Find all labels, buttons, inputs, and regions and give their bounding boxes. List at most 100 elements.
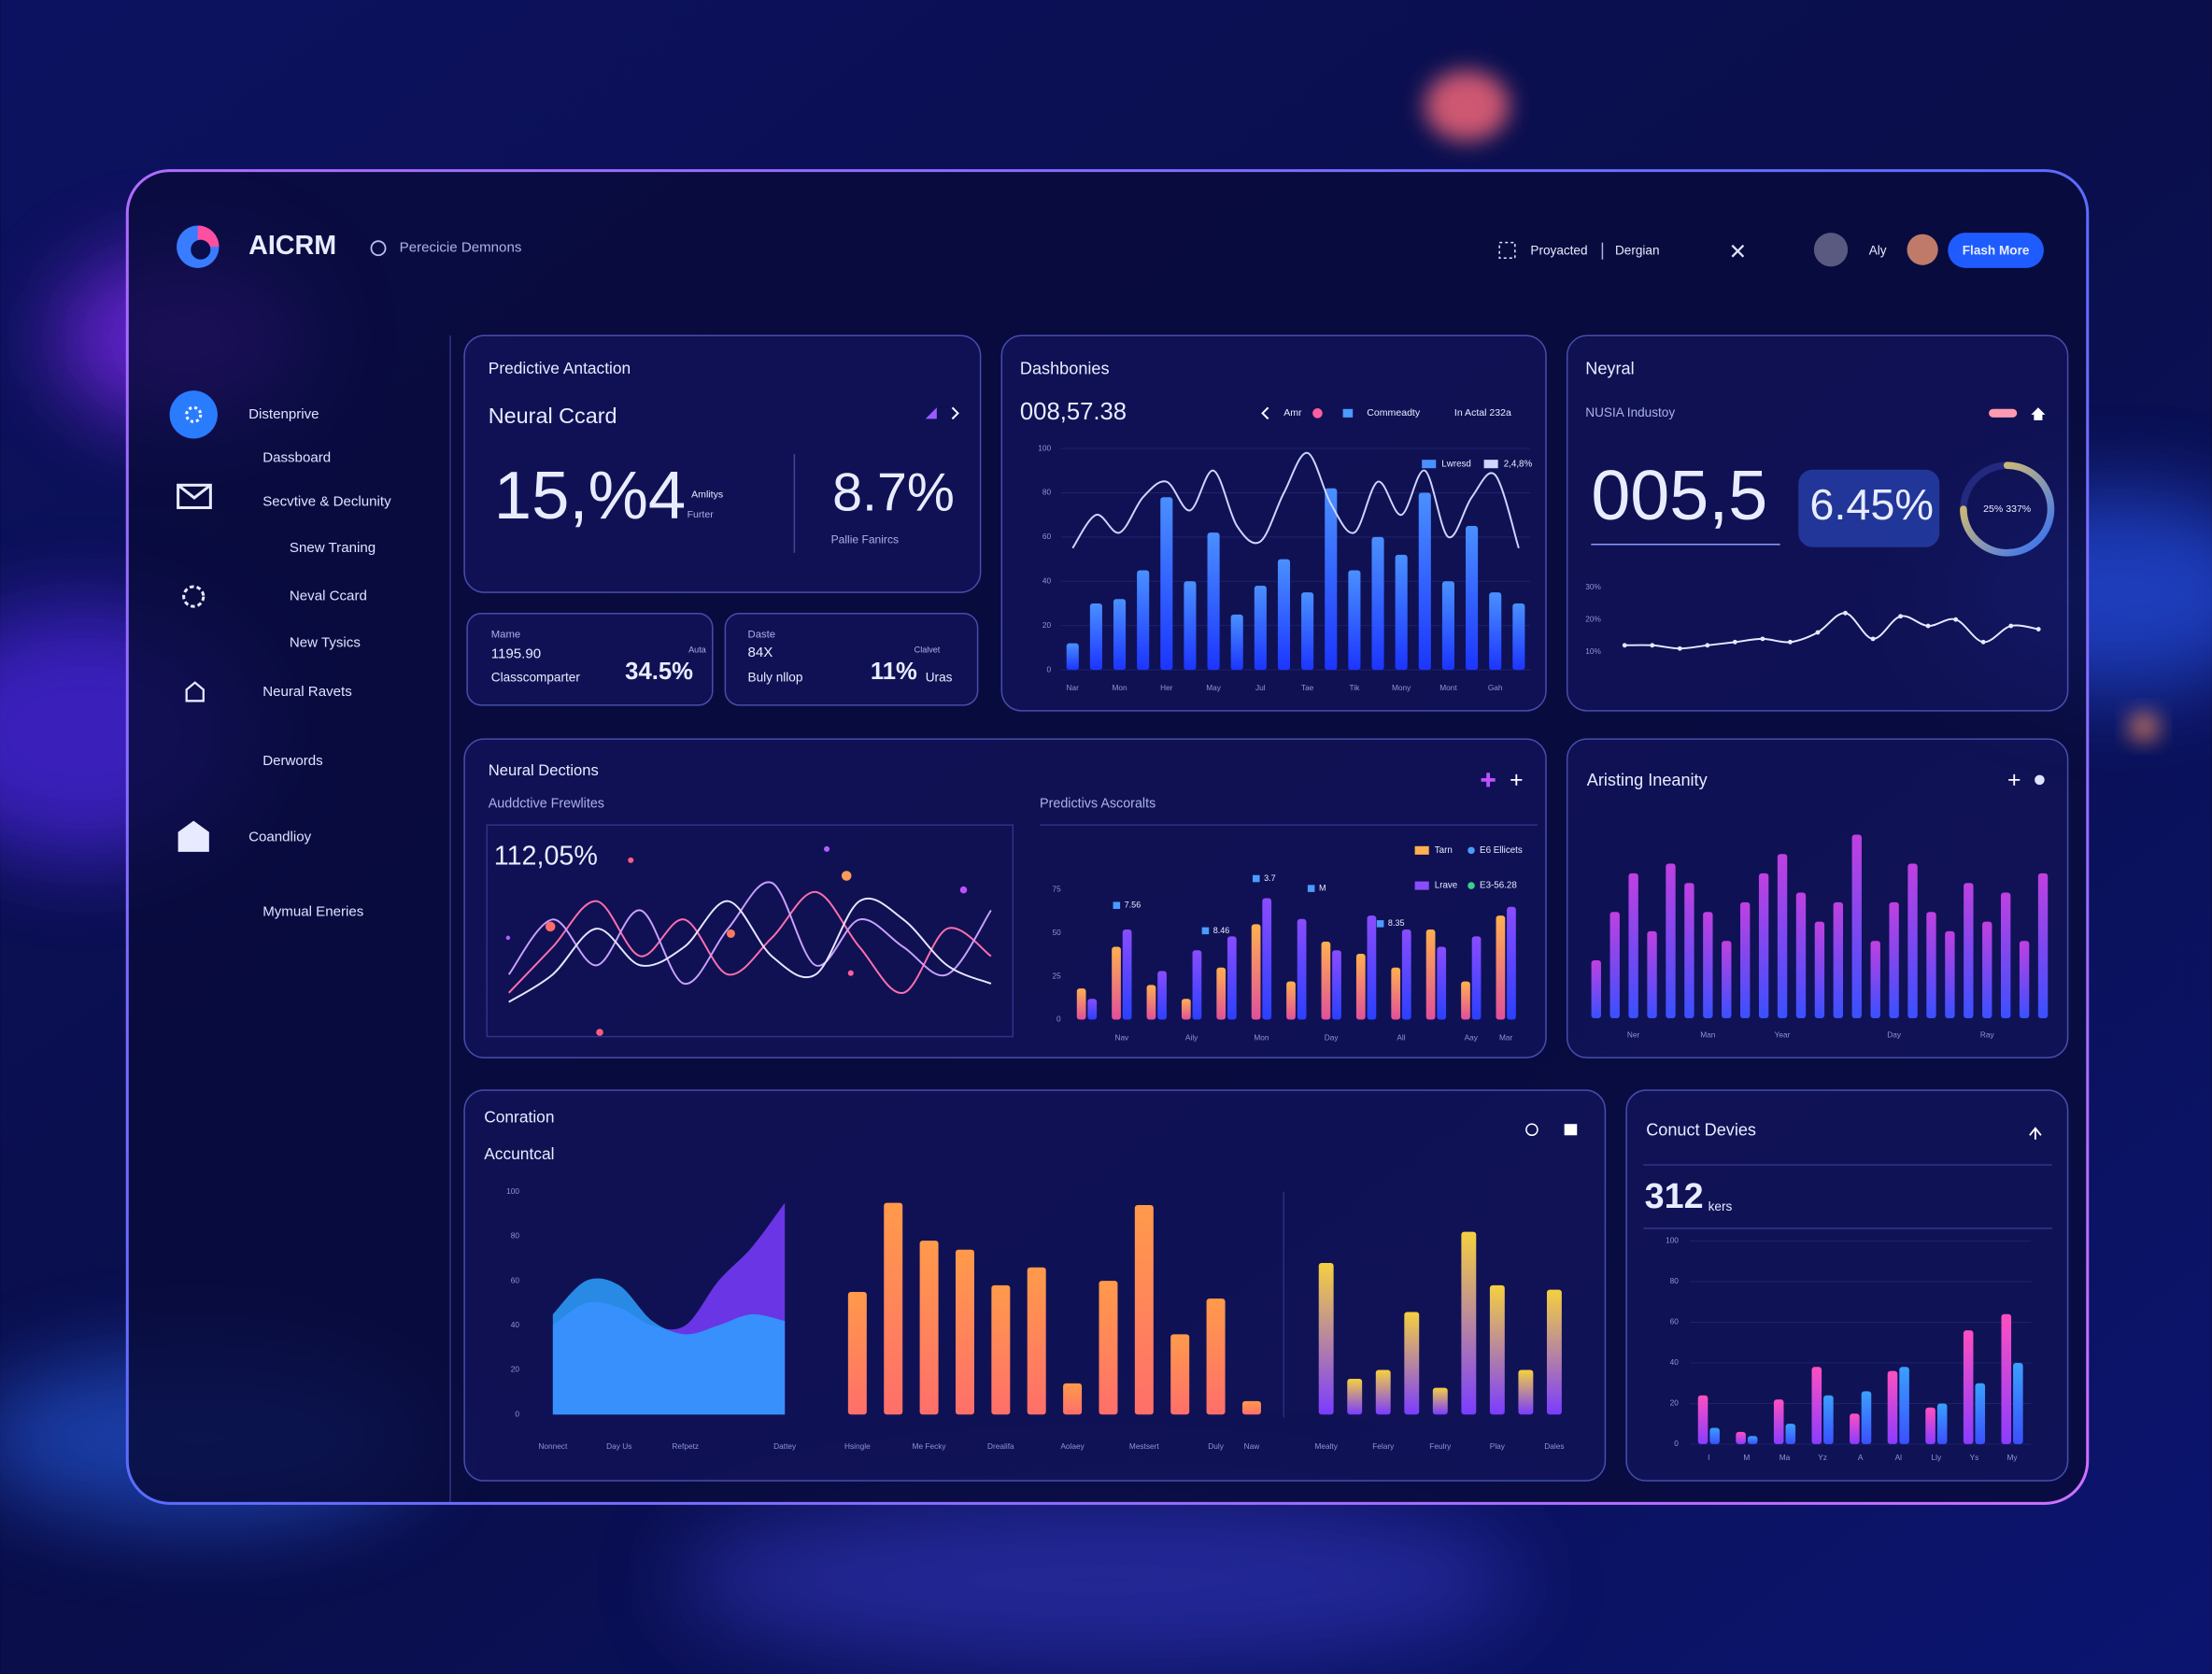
grid-icon[interactable] — [1498, 241, 1516, 260]
nav-item[interactable]: Dergian — [1615, 243, 1660, 257]
nav-item[interactable]: Secvtive & Declunity — [262, 493, 391, 509]
bar — [1027, 1267, 1046, 1415]
control[interactable]: Commeadty — [1367, 407, 1421, 418]
panel-title: Aristing Ineanity — [1587, 771, 1709, 789]
icon[interactable] — [2029, 1127, 2042, 1140]
x-tick-label: Her — [1160, 683, 1173, 692]
nav-icon[interactable] — [1498, 241, 1516, 260]
particle — [505, 935, 511, 941]
bar — [1507, 906, 1516, 1020]
breadcrumb-icon — [370, 240, 387, 257]
nav-item[interactable]: Coandlioy — [248, 830, 312, 845]
nav-item[interactable]: Neval Ccard — [290, 589, 367, 604]
particle — [726, 929, 735, 938]
bar — [1747, 1436, 1758, 1444]
breadcrumb[interactable]: Perecicie Demnons — [400, 240, 522, 256]
nav-item[interactable]: New Tysics — [290, 634, 361, 650]
nav-item[interactable]: Dassboard — [262, 450, 331, 466]
particle — [841, 871, 852, 881]
nav-item[interactable]: Distenprive — [248, 406, 319, 422]
bar — [1113, 599, 1127, 671]
x-tick-label: Day Us — [606, 1441, 631, 1451]
nav-icon[interactable] — [177, 820, 209, 852]
icon[interactable] — [1510, 773, 1523, 786]
nav-icon[interactable] — [177, 483, 212, 509]
panel — [1566, 334, 2069, 712]
avatar[interactable] — [1907, 234, 1938, 265]
panel — [1000, 334, 1547, 712]
y-tick-label: 0 — [1056, 1014, 1061, 1024]
y-tick-label: 80 — [1670, 1276, 1680, 1285]
panel-subtitle: Auddctive Frewlites — [489, 796, 604, 811]
bar — [1833, 901, 1844, 1018]
bar — [1851, 834, 1862, 1018]
annotation: 8.35 — [1388, 918, 1405, 928]
bar — [1301, 592, 1314, 671]
icon[interactable] — [2008, 773, 2021, 786]
nav-item[interactable]: Proyacted — [1530, 243, 1587, 257]
x-tick-label: Mestsert — [1129, 1441, 1160, 1451]
bar — [1963, 1330, 1974, 1444]
bar — [1609, 912, 1620, 1018]
annotation-marker — [1307, 885, 1315, 892]
nav-item[interactable]: Neural Ravets — [262, 684, 352, 700]
mini-value: 1195.90 — [491, 645, 541, 661]
bar — [1157, 971, 1167, 1020]
nav-icon[interactable] — [185, 405, 203, 423]
nav-icon[interactable] — [177, 484, 212, 500]
button-label[interactable]: Flash More — [1963, 243, 2030, 257]
bar — [847, 1292, 867, 1415]
point — [1953, 617, 1959, 622]
icon[interactable] — [1564, 1124, 1578, 1136]
bar — [1251, 924, 1261, 1020]
icon[interactable] — [1481, 773, 1496, 787]
bar — [1391, 967, 1401, 1020]
icon[interactable] — [925, 407, 937, 419]
user-name[interactable]: Aly — [1869, 243, 1887, 257]
nav-item[interactable]: Snew Traning — [290, 540, 376, 556]
button[interactable] — [1948, 233, 2044, 268]
line — [507, 881, 992, 985]
sidebar: Distenprive Dassboard Secvtive & Decluni… — [169, 335, 451, 1502]
bar — [1945, 930, 1955, 1018]
icon[interactable] — [2035, 774, 2045, 786]
mini-card — [466, 612, 714, 706]
icon[interactable] — [1989, 408, 2018, 418]
x-tick-label: Ner — [1627, 1029, 1640, 1039]
bar — [1425, 929, 1436, 1020]
icon[interactable] — [1525, 1123, 1538, 1137]
y-tick-label: 25 — [1052, 971, 1061, 980]
annotation-marker — [1253, 874, 1260, 883]
control[interactable]: In Actal 232a — [1454, 407, 1511, 418]
control[interactable]: Amr — [1283, 407, 1302, 418]
x-tick-label: Man — [1700, 1029, 1716, 1039]
annotation: 3.7 — [1264, 873, 1276, 883]
bar — [1441, 581, 1454, 671]
bar — [1063, 1383, 1083, 1415]
nav-item[interactable]: Derwords — [262, 753, 323, 769]
icon[interactable] — [1342, 408, 1354, 418]
nav-icon[interactable] — [185, 681, 205, 702]
point — [1843, 610, 1848, 616]
nav-icon[interactable] — [182, 585, 206, 608]
x-tick-label: Dales — [1544, 1441, 1564, 1451]
particle — [628, 857, 634, 863]
icon[interactable] — [2031, 407, 2046, 420]
mini-caption: Classcomparter — [491, 671, 581, 685]
nav-icon[interactable] — [169, 390, 218, 439]
point — [1732, 639, 1737, 645]
icon[interactable] — [1261, 406, 1269, 420]
bar — [1684, 883, 1694, 1018]
bar — [1907, 863, 1918, 1018]
tools-icon[interactable] — [1731, 244, 1745, 258]
bar — [1241, 1400, 1261, 1415]
icon[interactable] — [951, 406, 959, 420]
x-tick-label: Ma — [1780, 1453, 1791, 1462]
nav-item[interactable]: Mymual Eneries — [262, 904, 363, 920]
bar — [1192, 950, 1202, 1020]
x-tick-label: Feulry — [1429, 1441, 1452, 1451]
chart: 0 20 40 60 80 100 I M Ma Yz A Al Lly Ys My — [1666, 1236, 2032, 1462]
icon[interactable] — [1312, 408, 1323, 418]
avatar[interactable] — [1813, 233, 1849, 267]
